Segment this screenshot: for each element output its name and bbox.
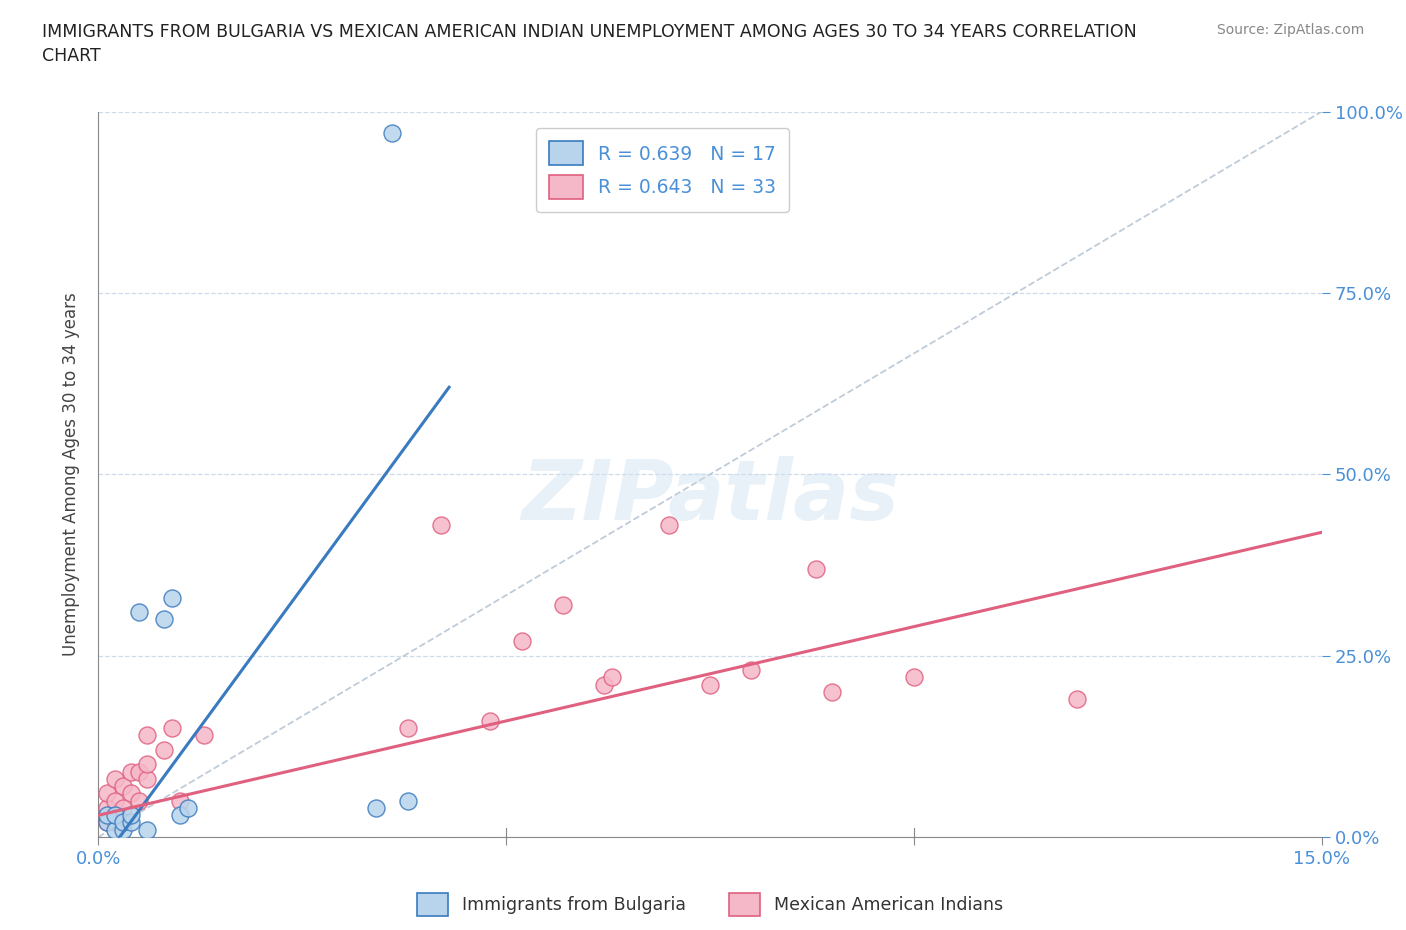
Point [160,721,183,736]
Point [136,822,159,837]
Point [600,670,623,684]
Point [128,604,150,619]
Point [478,713,501,728]
Point [903,670,925,684]
Point [169,808,191,823]
Point [553,597,575,612]
Point [120,764,142,779]
Point [111,822,134,837]
Legend: Immigrants from Bulgaria, Mexican American Indians: Immigrants from Bulgaria, Mexican Americ… [409,886,1011,923]
Point [658,518,681,533]
Point [120,786,142,801]
Point [111,778,134,793]
Point [104,772,127,787]
Point [699,677,721,692]
Point [104,808,127,823]
Point [804,561,827,576]
Point [104,793,127,808]
Text: Source: ZipAtlas.com: Source: ZipAtlas.com [1216,23,1364,37]
Text: ZIPatlas: ZIPatlas [522,456,898,537]
Point [430,518,453,533]
Point [128,793,150,808]
Point [104,815,127,830]
Point [169,793,191,808]
Point [396,793,419,808]
Point [396,721,419,736]
Point [96,815,118,830]
Point [821,684,844,699]
Point [120,808,142,823]
Point [128,764,150,779]
Point [152,612,174,627]
Point [120,815,142,830]
Point [136,772,159,787]
Point [96,808,118,823]
Point [193,728,215,743]
Point [111,801,134,816]
Y-axis label: Unemployment Among Ages 30 to 34 years: Unemployment Among Ages 30 to 34 years [62,292,80,657]
Point [740,663,762,678]
Point [111,815,134,830]
Text: IMMIGRANTS FROM BULGARIA VS MEXICAN AMERICAN INDIAN UNEMPLOYMENT AMONG AGES 30 T: IMMIGRANTS FROM BULGARIA VS MEXICAN AMER… [42,23,1137,65]
Point [1066,692,1088,707]
Point [381,126,404,140]
Point [136,728,159,743]
Point [136,757,159,772]
Point [96,815,118,830]
Point [96,786,118,801]
Point [177,801,200,816]
Point [364,801,387,816]
Point [593,677,616,692]
Point [160,591,183,605]
Point [104,822,127,837]
Point [512,633,534,648]
Point [96,801,118,816]
Point [152,742,174,757]
